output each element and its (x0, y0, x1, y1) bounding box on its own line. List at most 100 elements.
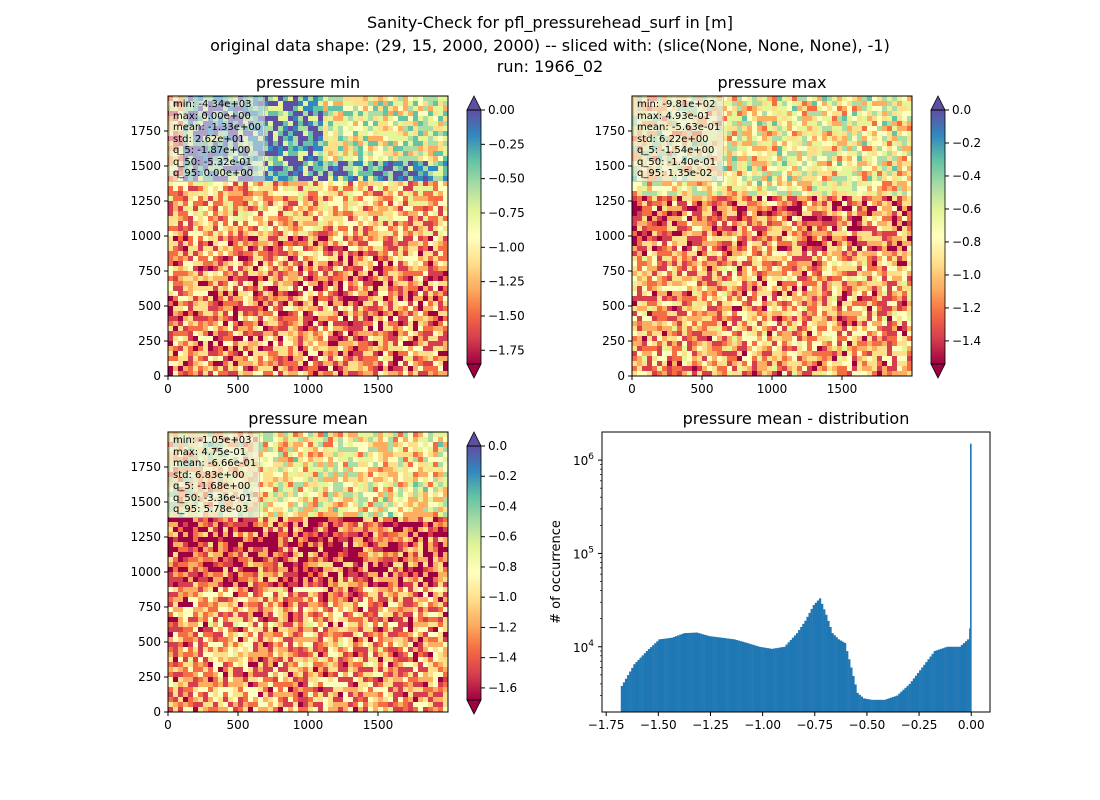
heatmap-cell (782, 131, 788, 137)
heatmap-cell (842, 111, 848, 117)
heatmap-cell (852, 191, 858, 197)
heatmap-cell (812, 211, 818, 217)
heatmap-cell (827, 121, 833, 127)
heatmap-cell (213, 196, 219, 202)
heatmap-cell (268, 196, 274, 202)
heatmap-cell (203, 346, 209, 352)
heatmap-cell (443, 361, 448, 367)
heatmap-cell (243, 371, 249, 376)
heatmap-cell (433, 311, 439, 317)
heatmap-cell (652, 196, 658, 202)
heatmap-cell (378, 136, 384, 142)
heatmap-cell (223, 306, 229, 312)
heatmap-cell (433, 186, 439, 192)
heatmap-cell (418, 266, 424, 272)
heatmap-cell (872, 166, 878, 172)
x-tick-label: 1500 (363, 382, 394, 396)
heatmap-cell (333, 96, 339, 102)
heatmap-cell (288, 281, 294, 287)
heatmap-cell (298, 146, 304, 152)
heatmap-cell (198, 191, 204, 197)
heatmap-cell (777, 181, 783, 187)
heatmap-cell (897, 106, 903, 112)
heatmap-cell (343, 116, 349, 122)
heatmap-cell (363, 301, 369, 307)
heatmap-cell (433, 346, 439, 352)
heatmap-cell (258, 196, 264, 202)
heatmap-cell (328, 191, 334, 197)
heatmap-cell (393, 181, 399, 187)
heatmap-cell (378, 301, 384, 307)
heatmap-cell (248, 256, 254, 262)
heatmap-cell (433, 286, 439, 292)
heatmap-cell (882, 151, 888, 157)
heatmap-cell (233, 356, 239, 362)
heatmap-cell (343, 166, 349, 172)
heatmap-cell (178, 361, 184, 367)
heatmap-cell (178, 311, 184, 317)
heatmap-cell (218, 261, 224, 267)
heatmap-cell (293, 316, 299, 322)
heatmap-cell (378, 151, 384, 157)
heatmap-cell (333, 296, 339, 302)
heatmap-cell (443, 256, 448, 262)
heatmap-cell (263, 171, 269, 177)
heatmap-cell (298, 371, 304, 376)
heatmap-cell (842, 181, 848, 187)
heatmap-cell (413, 131, 419, 137)
heatmap-cell (862, 151, 868, 157)
heatmap-cell (313, 326, 319, 332)
heatmap-cell (263, 326, 269, 332)
heatmap-cell (188, 206, 194, 212)
heatmap-cell (343, 236, 349, 242)
heatmap-cell (263, 241, 269, 247)
heatmap-cell (423, 221, 429, 227)
heatmap-cell (368, 181, 374, 187)
heatmap-cell (168, 336, 174, 342)
heatmap-cell (722, 216, 728, 222)
heatmap-cell (288, 306, 294, 312)
heatmap-cell (323, 141, 329, 147)
heatmap-cell (343, 96, 349, 102)
heatmap-cell (637, 216, 643, 222)
heatmap-cell (323, 181, 329, 187)
heatmap-cell (298, 311, 304, 317)
heatmap-cell (677, 186, 683, 192)
heatmap-cell (223, 331, 229, 337)
heatmap-cell (323, 226, 329, 232)
heatmap-cell (692, 231, 698, 237)
heatmap-cell (712, 216, 718, 222)
heatmap-cell (882, 136, 888, 142)
heatmap-cell (822, 211, 828, 217)
heatmap-cell (253, 261, 259, 267)
heatmap-cell (303, 206, 309, 212)
heatmap-cell (742, 161, 748, 167)
heatmap-cell (433, 156, 439, 162)
heatmap-cell (907, 96, 912, 102)
heatmap-cell (348, 206, 354, 212)
heatmap-cell (268, 301, 274, 307)
heatmap-cell (767, 186, 773, 192)
heatmap-cell (418, 126, 424, 132)
heatmap-cell (737, 141, 743, 147)
heatmap-cell (168, 291, 174, 297)
heatmap-cell (812, 251, 818, 257)
heatmap-cell (338, 151, 344, 157)
heatmap-cell (792, 116, 798, 122)
heatmap-cell (667, 211, 673, 217)
heatmap-cell (353, 351, 359, 357)
heatmap-cell (767, 146, 773, 152)
heatmap-cell (732, 181, 738, 187)
heatmap-cell (737, 106, 743, 112)
heatmap-cell (827, 161, 833, 167)
heatmap-cell (418, 186, 424, 192)
heatmap-cell (767, 176, 773, 182)
heatmap-cell (168, 256, 174, 262)
heatmap-cell (428, 216, 434, 222)
heatmap-cell (333, 146, 339, 152)
heatmap-cell (423, 326, 429, 332)
heatmap-cell (178, 301, 184, 307)
heatmap-cell (857, 186, 863, 192)
heatmap-cell (852, 181, 858, 187)
